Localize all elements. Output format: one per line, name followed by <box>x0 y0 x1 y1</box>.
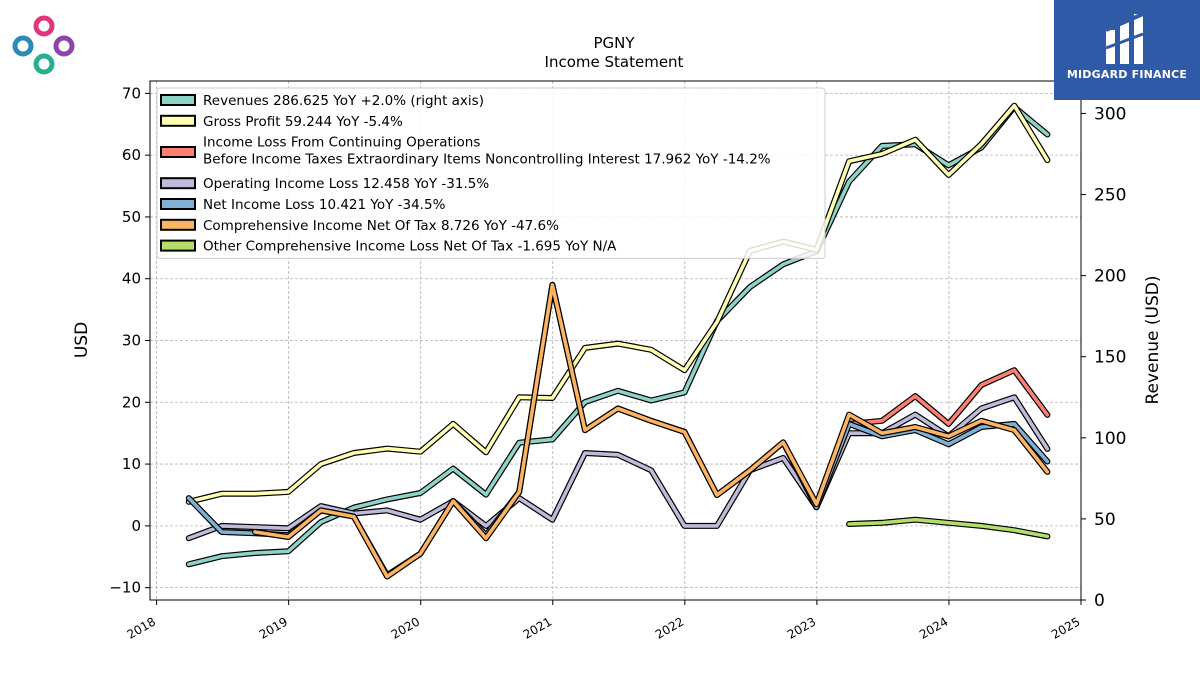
legend-box <box>156 87 826 259</box>
legend-label-6: Other Comprehensive Income Loss Net Of T… <box>203 239 617 255</box>
x-tick-label: 2023 <box>785 614 818 641</box>
y-tick-label-right: 300 <box>1094 104 1126 124</box>
company-logo <box>10 12 80 82</box>
left-axis: −10 0 10 20 30 40 50 60 70 <box>109 84 150 597</box>
y-tick-label-left: 30 <box>122 332 141 350</box>
y-tick-label-left: 60 <box>122 146 141 164</box>
brand-badge: MIDGARD FINANCE <box>1054 0 1200 100</box>
legend-swatch-2 <box>160 146 196 158</box>
y-tick-label-left: 40 <box>122 270 141 288</box>
x-tick-label: 2018 <box>125 614 158 641</box>
x-tick-label: 2020 <box>389 614 422 641</box>
y-tick-label-left: 70 <box>122 84 141 102</box>
y-tick-label-right: 100 <box>1094 429 1126 449</box>
legend-label-0: Revenues 286.625 YoY +2.0% (right axis) <box>203 93 484 109</box>
legend-swatch-6 <box>160 239 196 252</box>
y-tick-label-right: 150 <box>1094 348 1126 368</box>
x-tick-label: 2021 <box>521 614 554 641</box>
chart-legend: Revenues 286.625 YoY +2.0% (right axis) G… <box>156 87 826 259</box>
series-lines <box>185 102 1051 580</box>
x-tick-label: 2019 <box>257 614 290 641</box>
y-tick-label-right: 200 <box>1094 267 1126 287</box>
series-line-1 <box>187 103 1050 504</box>
legend-swatch-1 <box>160 114 196 127</box>
y-tick-label-left: 0 <box>131 517 141 535</box>
y-tick-label-left: 10 <box>122 455 141 473</box>
chart-title: PGNY <box>593 34 635 52</box>
y-tick-label-left: 20 <box>122 393 141 411</box>
x-tick-label: 2025 <box>1049 614 1082 641</box>
legend-label-3: Operating Income Loss 12.458 YoY -31.5% <box>203 176 489 192</box>
series-line-3 <box>187 395 1050 541</box>
legend-swatch-0 <box>160 94 196 106</box>
y-tick-label-left: 50 <box>122 208 141 226</box>
legend-label-5: Comprehensive Income Net Of Tax 8.726 Yo… <box>203 218 559 234</box>
chart-subtitle: Income Statement <box>545 53 684 71</box>
legend-swatch-3 <box>160 177 196 190</box>
legend-label-4: Net Income Loss 10.421 YoY -34.5% <box>203 197 446 213</box>
y-tick-label-right: 250 <box>1094 186 1126 206</box>
brand-name: MIDGARD FINANCE <box>1066 68 1188 81</box>
series-line-6 <box>847 517 1050 539</box>
series-line-5 <box>253 283 1050 579</box>
brand-logo-mark <box>1105 12 1144 64</box>
x-tick-label: 2024 <box>917 614 950 641</box>
x-tick-label: 2022 <box>653 614 686 641</box>
series-line-2 <box>847 368 1050 426</box>
legend-label-2: Income Loss From Continuing Operations Be… <box>203 135 771 168</box>
legend-swatch-5 <box>160 218 196 231</box>
x-axis: 2018 2019 2020 2021 2022 2023 2024 2025 <box>125 600 1083 642</box>
right-axis: 0 50 100 150 200 250 300 <box>1081 104 1126 611</box>
y-tick-label-left: −10 <box>109 579 141 597</box>
y-tick-label-right: 0 <box>1094 591 1105 611</box>
y-axis-label-left: USD <box>72 322 92 358</box>
y-tick-label-right: 50 <box>1094 510 1116 530</box>
y-axis-label-right: Revenue (USD) <box>1143 275 1163 404</box>
legend-label-1: Gross Profit 59.244 YoY -5.4% <box>203 114 403 130</box>
legend-swatch-4 <box>160 198 196 210</box>
